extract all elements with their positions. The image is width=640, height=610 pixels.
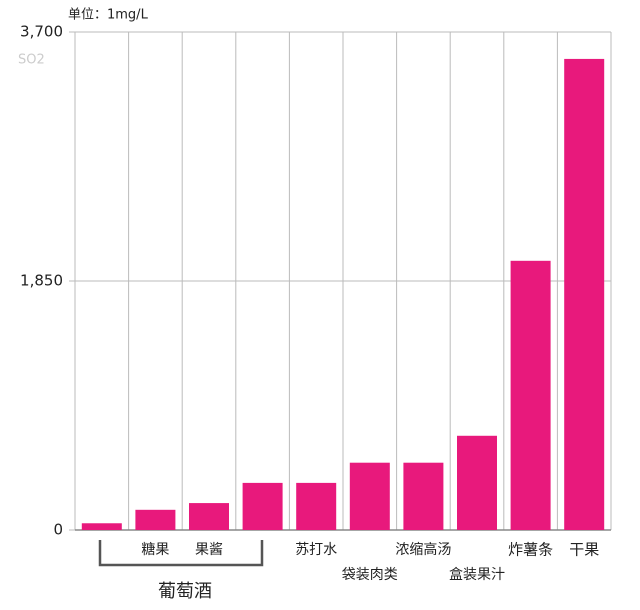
bar [189,503,229,530]
bar [457,435,497,530]
bar [242,482,283,530]
x-tick-label: 浓缩高汤 [395,541,451,558]
x-tick-label: 糖果 [141,542,169,558]
unit-note: 单位：1mg/L [68,8,149,23]
group-bracket [98,540,264,567]
bar [81,523,122,530]
y-tick-label: 1,850 [20,272,63,290]
bar [135,509,176,530]
x-tick-label: 苏打水 [295,541,337,558]
bar [349,462,390,530]
x-tick-label: 干果 [569,541,599,559]
bar [510,260,551,530]
y-tick-label: 3,700 [20,23,63,41]
group-label: 葡萄酒 [158,581,212,602]
bar [564,58,605,531]
x-tick-label: 果酱 [195,542,223,558]
y-tick-label: 0 [53,521,63,539]
bar [296,482,337,530]
x-tick-label: 袋装肉类 [342,567,398,583]
y-axis-label: SO2 [18,53,45,68]
x-tick-label: 炸薯条 [508,541,553,559]
bar [403,462,444,530]
x-tick-label: 盒装果汁 [449,566,505,583]
